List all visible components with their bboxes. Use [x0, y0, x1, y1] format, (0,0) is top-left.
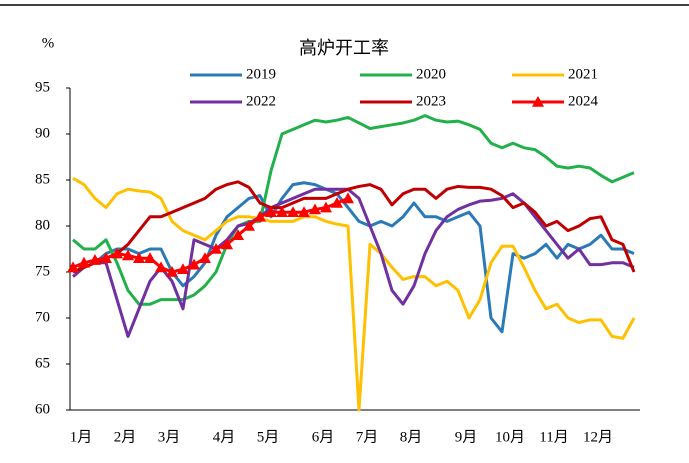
legend-label: 2023	[416, 93, 446, 109]
series-marker	[210, 243, 222, 254]
series-line	[72, 180, 636, 274]
legend-label: 2019	[246, 66, 276, 82]
series-line	[72, 114, 635, 306]
series-marker	[342, 192, 354, 204]
y-tick-label: 95	[35, 79, 50, 95]
series-marker	[122, 249, 134, 261]
series-marker	[67, 261, 79, 273]
y-tick-label: 65	[35, 355, 50, 371]
y-axis-unit: %	[42, 35, 55, 51]
series-marker	[331, 197, 343, 208]
series-marker	[177, 263, 189, 275]
y-tick-label: 80	[35, 217, 50, 233]
series-line	[72, 176, 636, 412]
y-tick-label: 70	[35, 309, 50, 325]
series-marker	[298, 206, 310, 217]
x-tick-label: 10月	[495, 429, 525, 445]
series-marker	[78, 256, 90, 268]
series-marker	[89, 254, 101, 265]
x-tick-label: 9月	[455, 429, 478, 445]
x-tick-label: 4月	[213, 429, 236, 445]
y-tick-label: 75	[35, 263, 50, 279]
series-marker	[243, 220, 255, 231]
series-marker	[320, 201, 332, 213]
x-tick-label: 2月	[114, 429, 137, 445]
legend-marker	[532, 96, 544, 107]
y-tick-label: 85	[35, 171, 50, 187]
series-marker	[155, 261, 167, 273]
series-marker	[188, 258, 200, 270]
y-tick-label: 90	[35, 125, 50, 141]
x-tick-label: 11月	[539, 429, 568, 445]
x-tick-label: 7月	[356, 429, 379, 445]
series-marker	[309, 203, 321, 215]
series-marker	[221, 238, 233, 250]
x-tick-label: 8月	[400, 429, 423, 445]
series-marker	[100, 252, 112, 263]
chart-title: 高炉开工率	[299, 38, 389, 58]
series-marker	[287, 206, 299, 217]
x-tick-label: 1月	[70, 429, 93, 445]
series-marker	[166, 266, 178, 277]
x-tick-label: 6月	[312, 429, 335, 445]
series-marker	[265, 206, 277, 217]
series-marker	[111, 247, 123, 259]
series-marker	[144, 252, 156, 263]
legend-label: 2022	[246, 93, 276, 109]
series-line	[72, 181, 635, 334]
x-tick-label: 5月	[257, 429, 280, 445]
series-marker	[276, 206, 288, 217]
legend-label: 2024	[568, 93, 599, 109]
x-tick-label: 3月	[158, 429, 181, 445]
series-marker	[254, 210, 266, 222]
series-marker	[133, 252, 145, 263]
legend-label: 2020	[416, 66, 446, 82]
y-tick-label: 60	[35, 401, 50, 417]
series-marker	[232, 229, 244, 240]
x-tick-label: 12月	[583, 429, 613, 445]
legend-label: 2021	[568, 66, 598, 82]
series-marker	[199, 252, 211, 263]
series-line	[72, 187, 635, 338]
